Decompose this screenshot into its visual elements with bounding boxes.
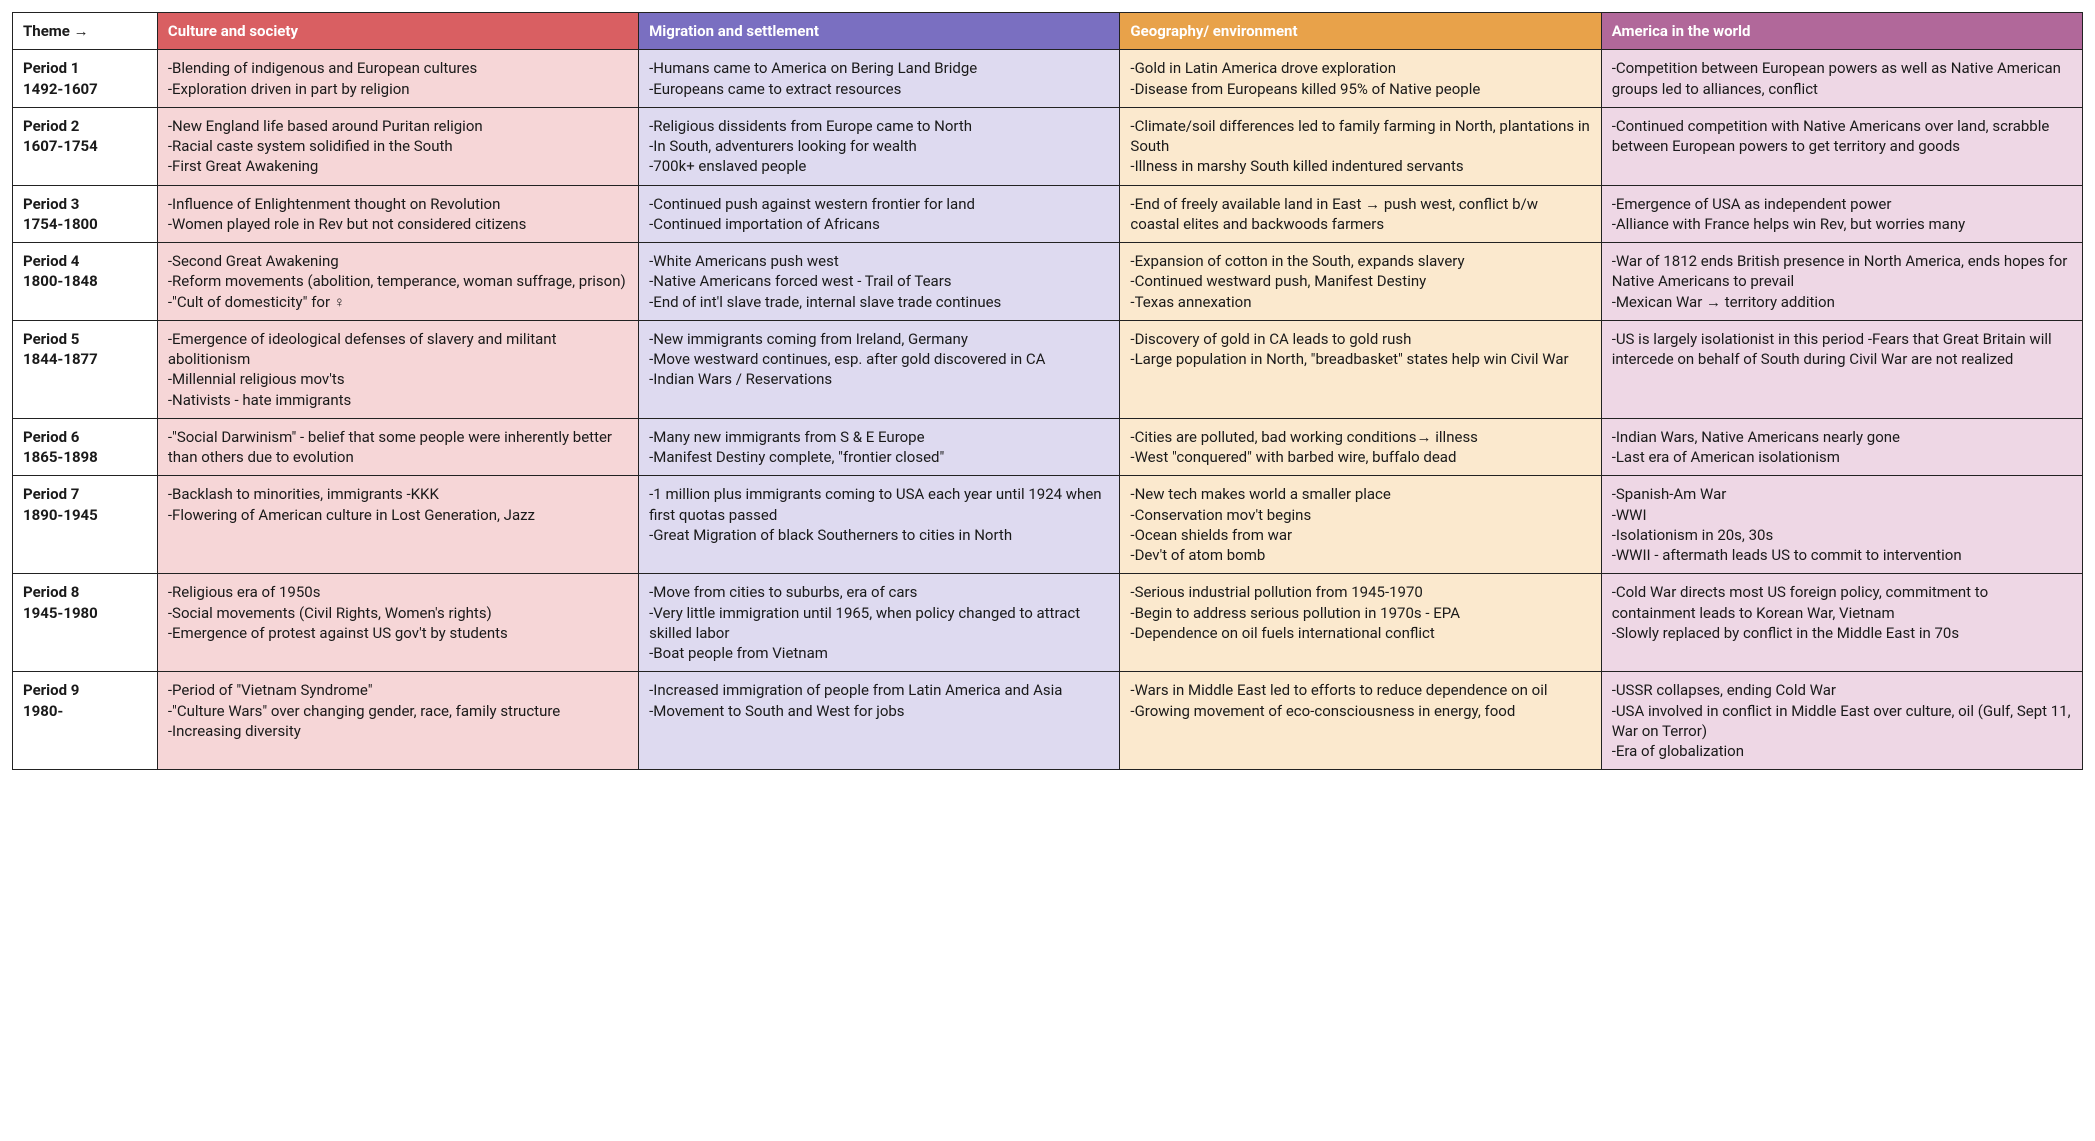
period-years: 1754-1800 <box>23 214 147 234</box>
period-header: Period 71890-1945 <box>13 476 158 574</box>
cell: -Continued push against western frontier… <box>639 185 1120 243</box>
table-row: Period 61865-1898-"Social Darwinism" - b… <box>13 418 2083 476</box>
cell: -"Social Darwinism" - belief that some p… <box>157 418 638 476</box>
period-name: Period 5 <box>23 329 147 349</box>
period-years: 1980- <box>23 701 147 721</box>
cell: -Spanish-Am War -WWI -Isolationism in 20… <box>1601 476 2082 574</box>
cell: -1 million plus immigrants coming to USA… <box>639 476 1120 574</box>
period-header: Period 61865-1898 <box>13 418 158 476</box>
cell: -USSR collapses, ending Cold War -USA in… <box>1601 672 2082 770</box>
table-row: Period 81945-1980-Religious era of 1950s… <box>13 574 2083 672</box>
theme-header: Migration and settlement <box>639 13 1120 50</box>
cell: -New immigrants coming from Ireland, Ger… <box>639 320 1120 418</box>
cell: -Move from cities to suburbs, era of car… <box>639 574 1120 672</box>
cell: -War of 1812 ends British presence in No… <box>1601 243 2082 321</box>
cell: -Climate/soil differences led to family … <box>1120 107 1601 185</box>
period-name: Period 4 <box>23 251 147 271</box>
period-years: 1865-1898 <box>23 447 147 467</box>
period-header: Period 81945-1980 <box>13 574 158 672</box>
period-years: 1800-1848 <box>23 271 147 291</box>
cell: -Emergence of USA as independent power -… <box>1601 185 2082 243</box>
cell: -White Americans push west -Native Ameri… <box>639 243 1120 321</box>
cell: -Expansion of cotton in the South, expan… <box>1120 243 1601 321</box>
cell: -Serious industrial pollution from 1945-… <box>1120 574 1601 672</box>
cell: -End of freely available land in East → … <box>1120 185 1601 243</box>
cell: -Wars in Middle East led to efforts to r… <box>1120 672 1601 770</box>
cell: -Religious era of 1950s -Social movement… <box>157 574 638 672</box>
period-name: Period 1 <box>23 58 147 78</box>
table-row: Period 31754-1800-Influence of Enlighten… <box>13 185 2083 243</box>
period-years: 1945-1980 <box>23 603 147 623</box>
cell: -Blending of indigenous and European cul… <box>157 50 638 108</box>
cell: -Second Great Awakening -Reform movement… <box>157 243 638 321</box>
period-name: Period 8 <box>23 582 147 602</box>
period-years: 1607-1754 <box>23 136 147 156</box>
cell: -New England life based around Puritan r… <box>157 107 638 185</box>
table-row: Period 51844-1877-Emergence of ideologic… <box>13 320 2083 418</box>
period-name: Period 7 <box>23 484 147 504</box>
period-name: Period 9 <box>23 680 147 700</box>
table-row: Period 11492-1607-Blending of indigenous… <box>13 50 2083 108</box>
period-header: Period 41800-1848 <box>13 243 158 321</box>
period-years: 1844-1877 <box>23 349 147 369</box>
period-header: Period 31754-1800 <box>13 185 158 243</box>
cell: -Cold War directs most US foreign policy… <box>1601 574 2082 672</box>
cell: -Gold in Latin America drove exploration… <box>1120 50 1601 108</box>
cell: -New tech makes world a smaller place -C… <box>1120 476 1601 574</box>
table-row: Period 71890-1945-Backlash to minorities… <box>13 476 2083 574</box>
cell: -Increased immigration of people from La… <box>639 672 1120 770</box>
history-themes-table: Theme → Culture and society Migration an… <box>12 12 2083 770</box>
cell: -Cities are polluted, bad working condit… <box>1120 418 1601 476</box>
period-years: 1492-1607 <box>23 79 147 99</box>
period-header: Period 21607-1754 <box>13 107 158 185</box>
theme-header: Geography/ environment <box>1120 13 1601 50</box>
theme-header: America in the world <box>1601 13 2082 50</box>
theme-header: Culture and society <box>157 13 638 50</box>
table-row: Period 41800-1848-Second Great Awakening… <box>13 243 2083 321</box>
table-row: Period 91980--Period of "Vietnam Syndrom… <box>13 672 2083 770</box>
period-header: Period 91980- <box>13 672 158 770</box>
cell: -Backlash to minorities, immigrants -KKK… <box>157 476 638 574</box>
corner-cell: Theme → <box>13 13 158 50</box>
period-header: Period 11492-1607 <box>13 50 158 108</box>
period-header: Period 51844-1877 <box>13 320 158 418</box>
cell: -Humans came to America on Bering Land B… <box>639 50 1120 108</box>
table-body: Period 11492-1607-Blending of indigenous… <box>13 50 2083 770</box>
period-name: Period 6 <box>23 427 147 447</box>
cell: -Religious dissidents from Europe came t… <box>639 107 1120 185</box>
cell: -Influence of Enlightenment thought on R… <box>157 185 638 243</box>
period-years: 1890-1945 <box>23 505 147 525</box>
cell: -Continued competition with Native Ameri… <box>1601 107 2082 185</box>
table-row: Period 21607-1754-New England life based… <box>13 107 2083 185</box>
cell: -Discovery of gold in CA leads to gold r… <box>1120 320 1601 418</box>
cell: -Indian Wars, Native Americans nearly go… <box>1601 418 2082 476</box>
table-header: Theme → Culture and society Migration an… <box>13 13 2083 50</box>
period-name: Period 3 <box>23 194 147 214</box>
cell: -US is largely isolationist in this peri… <box>1601 320 2082 418</box>
cell: -Many new immigrants from S & E Europe -… <box>639 418 1120 476</box>
cell: -Period of "Vietnam Syndrome" -"Culture … <box>157 672 638 770</box>
cell: -Emergence of ideological defenses of sl… <box>157 320 638 418</box>
cell: -Competition between European powers as … <box>1601 50 2082 108</box>
period-name: Period 2 <box>23 116 147 136</box>
